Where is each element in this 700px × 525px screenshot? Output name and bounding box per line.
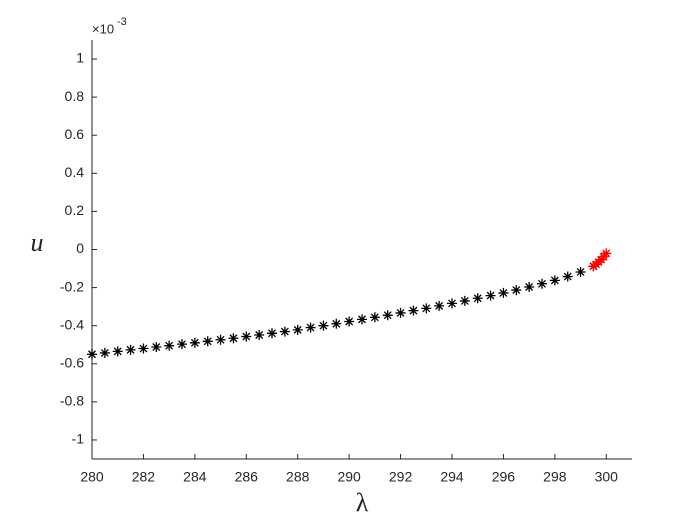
marker xyxy=(408,305,419,316)
y-multiplier-base: ×10 xyxy=(92,21,114,36)
y-tick-label: -0.6 xyxy=(60,354,84,370)
marker xyxy=(395,307,406,318)
marker xyxy=(241,331,252,342)
y-tick-label: -0.8 xyxy=(60,393,84,409)
marker xyxy=(331,318,342,329)
marker xyxy=(498,287,509,298)
marker xyxy=(215,334,226,345)
marker xyxy=(459,295,470,306)
marker xyxy=(112,346,123,357)
marker xyxy=(228,333,239,344)
y-tick-label: 0.8 xyxy=(65,88,85,104)
y-tick-label: -0.2 xyxy=(60,278,84,294)
marker xyxy=(524,282,535,293)
y-axis-label: u xyxy=(31,228,44,257)
marker xyxy=(344,316,355,327)
marker xyxy=(511,285,522,296)
marker xyxy=(447,298,457,309)
y-tick-label: 0.6 xyxy=(65,126,85,142)
x-tick-label: 284 xyxy=(183,469,207,485)
x-tick-label: 300 xyxy=(595,469,619,485)
marker xyxy=(99,347,110,358)
x-axis-label: λ xyxy=(356,488,369,517)
marker xyxy=(305,322,316,333)
marker xyxy=(601,248,612,259)
marker xyxy=(357,314,367,325)
y-tick-label: -1 xyxy=(72,431,85,447)
marker xyxy=(434,300,445,311)
x-tick-label: 288 xyxy=(286,469,310,485)
y-multiplier-exponent: -3 xyxy=(117,16,127,28)
marker xyxy=(87,349,97,360)
marker xyxy=(164,340,175,351)
marker xyxy=(485,290,496,301)
marker xyxy=(549,275,560,286)
marker xyxy=(125,344,136,355)
marker xyxy=(267,328,277,339)
x-tick-label: 282 xyxy=(132,469,156,485)
x-tick-label: 290 xyxy=(337,469,361,485)
marker xyxy=(151,342,162,353)
x-tick-label: 298 xyxy=(543,469,567,485)
marker xyxy=(254,330,265,341)
marker xyxy=(562,271,573,282)
marker xyxy=(421,303,432,314)
marker xyxy=(177,339,187,350)
marker xyxy=(189,337,200,348)
x-tick-label: 286 xyxy=(235,469,259,485)
marker xyxy=(382,310,393,321)
y-tick-label: 0.4 xyxy=(65,164,85,180)
x-tick-label: 280 xyxy=(80,469,104,485)
marker xyxy=(472,293,483,304)
y-tick-label: 1 xyxy=(76,50,84,66)
y-tick-label: 0.2 xyxy=(65,202,85,218)
x-tick-label: 292 xyxy=(389,469,413,485)
marker xyxy=(138,343,149,354)
x-tick-label: 294 xyxy=(440,469,464,485)
marker xyxy=(318,320,329,331)
y-tick-label: -0.4 xyxy=(60,316,84,332)
marker xyxy=(537,278,547,289)
marker xyxy=(279,326,290,337)
marker xyxy=(575,266,586,277)
marker xyxy=(202,336,213,347)
y-tick-label: 0 xyxy=(76,240,84,256)
marker xyxy=(369,312,380,323)
x-tick-label: 296 xyxy=(492,469,516,485)
marker xyxy=(292,324,303,335)
